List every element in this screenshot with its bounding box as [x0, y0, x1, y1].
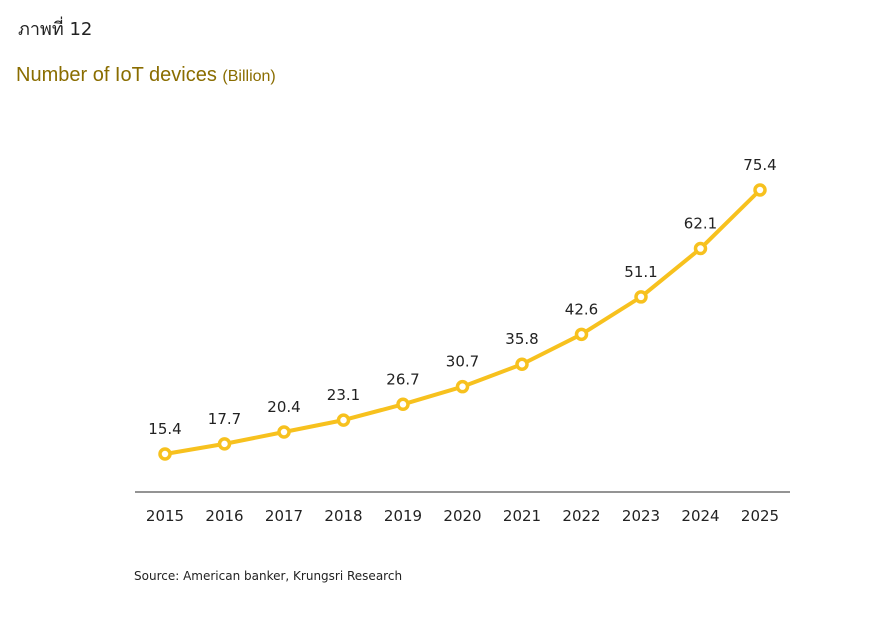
- x-tick-label: 2017: [265, 507, 303, 525]
- data-point: [455, 379, 470, 394]
- x-tick-label: 2020: [443, 507, 481, 525]
- data-point: [574, 327, 589, 342]
- data-point: [753, 183, 767, 197]
- data-label: 23.1: [327, 386, 360, 404]
- data-label: 17.7: [208, 410, 241, 428]
- x-tick-label: 2023: [622, 507, 660, 525]
- chart-title: Number of IoT devices (Billion): [16, 64, 276, 87]
- data-label: 62.1: [684, 215, 717, 233]
- data-point: [158, 447, 172, 461]
- data-label: 75.4: [743, 156, 776, 174]
- data-point: [515, 357, 529, 371]
- x-tick-label: 2015: [146, 507, 184, 525]
- data-label: 15.4: [148, 420, 181, 438]
- figure-label: ภาพที่ 12: [18, 14, 92, 43]
- data-point: [277, 425, 291, 439]
- data-label: 42.6: [565, 300, 598, 318]
- data-point: [336, 413, 351, 427]
- x-tick-label: 2025: [741, 507, 779, 525]
- source-note: Source: American banker, Krungsri Resear…: [134, 569, 403, 583]
- chart-title-text: Number of IoT devices: [16, 64, 217, 86]
- data-point: [396, 397, 410, 412]
- series-line: [163, 188, 762, 456]
- data-point: [634, 290, 648, 304]
- chart-title-unit: (Billion): [222, 68, 276, 85]
- x-tick-label: 2018: [324, 507, 362, 525]
- x-tick-label: 2021: [503, 507, 541, 525]
- x-tick-label: 2022: [562, 507, 600, 525]
- x-tick-label: 2019: [384, 507, 422, 525]
- data-label: 20.4: [267, 398, 300, 416]
- x-tick-label: 2024: [681, 507, 719, 525]
- data-label: 35.8: [505, 330, 538, 348]
- data-label: 26.7: [386, 370, 419, 388]
- x-tick-label: 2016: [205, 507, 243, 525]
- figure-label-prefix: ภาพที่: [18, 19, 64, 40]
- data-point: [693, 241, 708, 256]
- data-point: [217, 437, 232, 451]
- data-label: 30.7: [446, 353, 479, 371]
- figure-number: 12: [69, 19, 93, 40]
- data-label: 51.1: [624, 263, 657, 281]
